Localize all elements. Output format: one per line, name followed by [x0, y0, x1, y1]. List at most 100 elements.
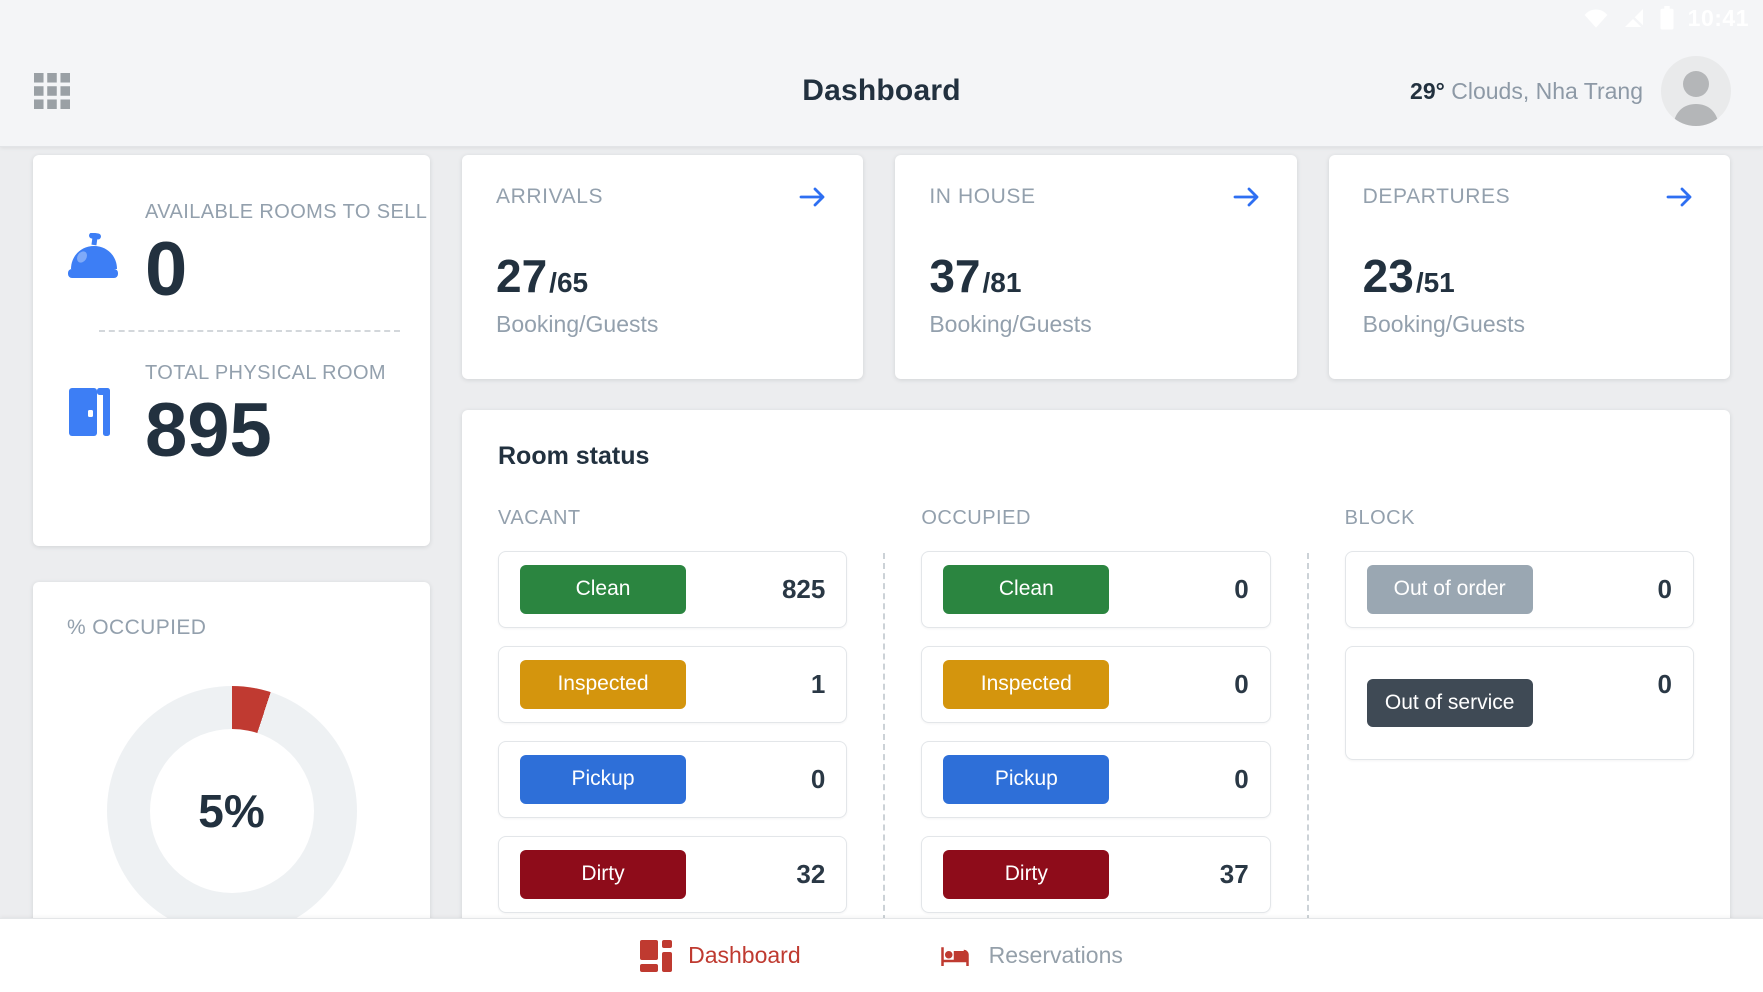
dashed-column-separator — [1306, 553, 1309, 931]
main-content: AVAILABLE ROOMS TO SELL 0 — [0, 147, 1763, 992]
table-row[interactable]: Pickup 0 — [921, 741, 1271, 818]
nav-label-dashboard: Dashboard — [688, 942, 801, 968]
right-column: ARRIVALS 27 /65 Booking/Guests IN HOUSE — [462, 155, 1730, 992]
table-row[interactable]: Pickup 0 — [498, 741, 848, 818]
status-badge: Out of service — [1366, 678, 1533, 728]
departures-total: /51 — [1415, 267, 1455, 298]
occupied-column: OCCUPIED Clean 0 Inspected 0 Pickup 0 — [921, 507, 1271, 931]
arrow-right-icon[interactable] — [1664, 185, 1696, 209]
table-row[interactable]: Inspected 0 — [921, 646, 1271, 723]
status-badge: Inspected — [943, 660, 1110, 709]
room-status-title: Room status — [498, 442, 650, 470]
departures-value: 23 — [1362, 250, 1414, 302]
arrivals-card[interactable]: ARRIVALS 27 /65 Booking/Guests — [462, 155, 864, 379]
wifi-icon — [1584, 9, 1608, 28]
block-label: BLOCK — [1344, 507, 1415, 529]
status-badge: Out of order — [1366, 565, 1533, 614]
status-count: 1 — [810, 669, 826, 699]
service-bell-icon — [68, 233, 118, 278]
status-count: 0 — [1657, 669, 1672, 699]
app-header: 10:41 Dashboard 29° Clouds, Nha Trang — [0, 0, 1763, 147]
total-rooms-section: TOTAL PHYSICAL ROOM 895 — [67, 346, 400, 471]
status-badge: Clean — [943, 565, 1110, 614]
total-rooms-label: TOTAL PHYSICAL ROOM — [145, 361, 386, 384]
dashed-divider — [99, 329, 400, 332]
person-silhouette-icon — [1673, 71, 1719, 126]
in-house-total: /81 — [982, 267, 1022, 298]
status-badge: Dirty — [520, 850, 686, 899]
occupancy-label: % OCCUPIED — [67, 616, 207, 639]
status-count: 825 — [781, 574, 826, 604]
bed-icon — [940, 946, 969, 966]
status-count: 0 — [810, 764, 826, 794]
arrivals-caption: Booking/Guests — [496, 311, 659, 337]
table-row[interactable]: Clean 0 — [921, 551, 1271, 628]
nav-label-reservations: Reservations — [988, 942, 1123, 968]
left-column: AVAILABLE ROOMS TO SELL 0 — [33, 155, 430, 992]
status-badge: Pickup — [520, 755, 686, 804]
occupancy-percent: 5% — [198, 785, 265, 837]
clock: 10:41 — [1687, 4, 1749, 31]
in-house-card[interactable]: IN HOUSE 37 /81 Booking/Guests — [895, 155, 1297, 379]
arrivals-total: /65 — [549, 267, 589, 298]
header-right: 29° Clouds, Nha Trang — [1410, 56, 1731, 126]
battery-icon — [1660, 6, 1674, 30]
status-count: 0 — [1234, 574, 1249, 604]
available-rooms-label: AVAILABLE ROOMS TO SELL — [145, 201, 428, 223]
door-icon — [69, 387, 110, 436]
page-title: Dashboard — [802, 74, 961, 107]
status-badge: Dirty — [943, 850, 1110, 899]
available-rooms-section: AVAILABLE ROOMS TO SELL 0 — [67, 185, 427, 310]
status-count: 0 — [1234, 764, 1249, 794]
android-status-bar: 10:41 — [1583, 0, 1749, 36]
in-house-label: IN HOUSE — [929, 185, 1036, 208]
status-count: 0 — [1657, 574, 1672, 604]
status-count: 32 — [796, 859, 826, 889]
dashed-column-separator — [883, 553, 886, 931]
in-house-value: 37 — [929, 250, 981, 302]
dashboard-icon — [640, 939, 673, 972]
status-badge: Inspected — [520, 660, 686, 709]
header-row: Dashboard 29° Clouds, Nha Trang — [0, 36, 1763, 146]
room-status-card: Room status VACANT Clean 825 Inspected 1 — [462, 410, 1730, 992]
block-column: BLOCK Out of order 0 Out of service 0 — [1344, 507, 1694, 931]
vacant-label: VACANT — [498, 507, 581, 529]
departures-caption: Booking/Guests — [1362, 311, 1526, 337]
in-house-caption: Booking/Guests — [929, 311, 1092, 337]
status-count: 0 — [1234, 669, 1249, 699]
nav-item-reservations[interactable]: Reservations — [937, 941, 1123, 971]
arrivals-label: ARRIVALS — [496, 185, 604, 208]
user-avatar[interactable] — [1661, 56, 1731, 126]
bottom-navigation: Dashboard Reservations — [0, 918, 1763, 992]
table-row[interactable]: Out of order 0 — [1344, 551, 1694, 628]
weather-text: Clouds, Nha Trang — [1451, 77, 1643, 104]
weather-summary: 29° Clouds, Nha Trang — [1410, 78, 1643, 105]
nav-item-dashboard[interactable]: Dashboard — [640, 939, 801, 972]
table-row[interactable]: Dirty 32 — [498, 836, 848, 913]
occupancy-donut-chart: 5% — [106, 686, 357, 936]
room-status-columns: VACANT Clean 825 Inspected 1 Pickup 0 — [498, 507, 1694, 931]
occupied-label: OCCUPIED — [921, 507, 1031, 529]
arrow-right-icon[interactable] — [797, 185, 829, 209]
summary-cards-row: ARRIVALS 27 /65 Booking/Guests IN HOUSE — [462, 155, 1730, 379]
total-rooms-value: 895 — [145, 387, 272, 473]
table-row[interactable]: Dirty 37 — [921, 836, 1271, 913]
status-badge: Clean — [520, 565, 686, 614]
table-row[interactable]: Out of service 0 — [1344, 646, 1694, 760]
apps-grid-menu-icon[interactable] — [34, 73, 70, 109]
status-count: 37 — [1219, 859, 1249, 889]
table-row[interactable]: Clean 825 — [498, 551, 848, 628]
status-badge: Pickup — [943, 755, 1110, 804]
departures-label: DEPARTURES — [1362, 185, 1511, 208]
departures-card[interactable]: DEPARTURES 23 /51 Booking/Guests — [1328, 155, 1730, 379]
donut-ring — [106, 686, 357, 936]
rooms-stats-card: AVAILABLE ROOMS TO SELL 0 — [33, 155, 430, 546]
available-rooms-value: 0 — [145, 227, 188, 312]
arrivals-value: 27 — [496, 250, 548, 302]
temperature: 29° — [1410, 77, 1445, 104]
no-signal-icon — [1622, 7, 1645, 29]
table-row[interactable]: Inspected 1 — [498, 646, 848, 723]
arrow-right-icon[interactable] — [1231, 185, 1263, 209]
vacant-column: VACANT Clean 825 Inspected 1 Pickup 0 — [498, 507, 848, 931]
